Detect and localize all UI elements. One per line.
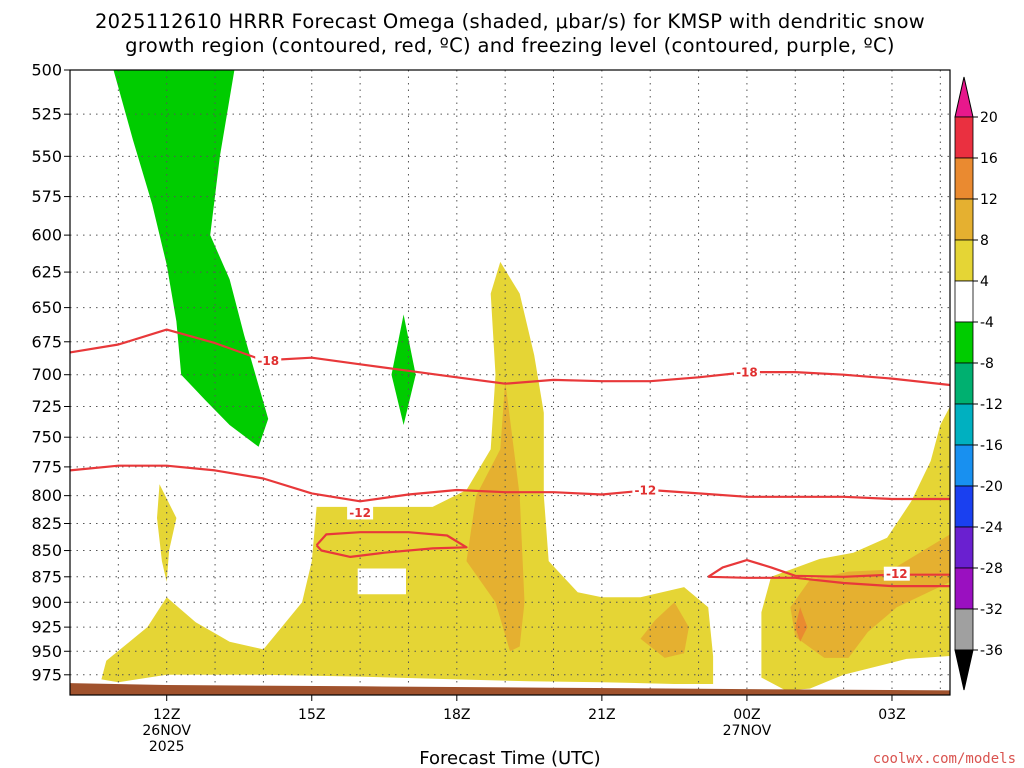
colorbar-swatch-8 <box>954 444 974 487</box>
colorbar-label-5: -4 <box>980 315 994 331</box>
colorbar-swatch-11 <box>954 567 974 610</box>
colorbar-swatch-12 <box>954 608 974 651</box>
colorbar-label-11: -28 <box>980 561 1003 577</box>
y-tick-label-950: 950 <box>31 642 62 661</box>
omega-region-5 <box>466 381 525 652</box>
omega-region-7 <box>790 534 950 658</box>
x-tick-label-5-0: 03Z <box>878 707 905 723</box>
colorbar-swatch-6 <box>954 362 974 405</box>
y-tick-label-825: 825 <box>31 514 62 533</box>
contour-label-3-0: -12 <box>886 567 908 581</box>
temperature-contours: -18 -18 -12 -12 -12 <box>69 328 951 588</box>
chart-title-line-1: 2025112610 HRRR Forecast Omega (shaded, … <box>95 10 925 33</box>
y-tick-label-925: 925 <box>31 618 62 637</box>
credit-text: coolwx.com/models <box>873 751 1016 767</box>
plot-area: -18 -18 -12 -12 -12 <box>69 69 951 696</box>
x-tick-label-4-1: 27NOV <box>723 723 772 739</box>
colorbar-swatch-1 <box>954 157 974 200</box>
colorbar-swatch-7 <box>954 403 974 446</box>
colorbar-label-9: -20 <box>980 479 1003 495</box>
y-tick-label-700: 700 <box>31 365 62 384</box>
colorbar-label-12: -32 <box>980 602 1003 618</box>
contour-line-0 <box>69 328 951 387</box>
y-tick-label-775: 775 <box>31 457 62 476</box>
contour-line-1 <box>69 464 950 503</box>
y-tick-label-725: 725 <box>31 397 62 416</box>
y-tick-label-550: 550 <box>31 147 62 166</box>
x-tick-label-0-0: 12Z <box>153 707 180 723</box>
y-tick-label-500: 500 <box>31 61 62 80</box>
colorbar-label-10: -24 <box>980 520 1003 536</box>
colorbar-swatch-4 <box>954 280 974 323</box>
y-tick-label-900: 900 <box>31 593 62 612</box>
contour-label-bg-1-1 <box>632 482 659 497</box>
omega-region-3 <box>101 261 714 684</box>
contour-label-1-1: -12 <box>635 483 657 497</box>
colorbar-swatch-10 <box>954 526 974 569</box>
omega-region-9 <box>357 568 406 595</box>
grid <box>70 69 950 695</box>
colorbar-swatch-3 <box>954 239 974 282</box>
contour-label-bg-3-0 <box>883 566 910 581</box>
y-tick-label-525: 525 <box>31 105 62 124</box>
y-tick-label-650: 650 <box>31 298 62 317</box>
colorbar-top-arrow <box>954 76 974 118</box>
colorbar-label-7: -12 <box>980 397 1003 413</box>
x-tick-label-0-2: 2025 <box>149 739 185 755</box>
omega-region-2 <box>157 484 177 582</box>
x-tick-label-3-0: 21Z <box>588 707 615 723</box>
x-axis-label: Forecast Time (UTC) <box>419 748 600 768</box>
x-tick-label-2-0: 18Z <box>443 707 470 723</box>
y-tick-label-675: 675 <box>31 332 62 351</box>
colorbar-label-2: 12 <box>980 192 998 208</box>
omega-shading <box>101 70 950 691</box>
colorbar-swatch-5 <box>954 321 974 364</box>
y-tick-label-575: 575 <box>31 187 62 206</box>
colorbar: 20 16 12 8 4 -4 -8 -12 -16 -20 -24 -28 -32 -36 <box>954 76 1003 691</box>
y-tick-label-600: 600 <box>31 226 62 245</box>
ground-surface <box>70 683 950 695</box>
omega-region-0 <box>113 70 269 447</box>
colorbar-swatch-2 <box>954 198 974 241</box>
contour-label-1-0: -12 <box>349 506 371 520</box>
colorbar-label-13: -36 <box>980 643 1003 659</box>
y-tick-label-800: 800 <box>31 486 62 505</box>
ground-layer <box>70 683 950 695</box>
chart-title-line-2: growth region (contoured, red, ºC) and f… <box>125 34 895 57</box>
colorbar-label-6: -8 <box>980 356 994 372</box>
colorbar-swatch-0 <box>954 116 974 159</box>
colorbar-label-3: 8 <box>980 233 989 249</box>
y-tick-label-625: 625 <box>31 263 62 282</box>
x-tick-label-1-0: 15Z <box>298 707 325 723</box>
y-tick-label-875: 875 <box>31 567 62 586</box>
y-tick-label-750: 750 <box>31 428 62 447</box>
y-axis-pressure: 500 525 550 575 600 625 650 675 700 725 750 775 800 8… <box>31 61 70 684</box>
omega-region-8 <box>795 607 808 642</box>
colorbar-swatch-9 <box>954 485 974 528</box>
colorbar-label-8: -16 <box>980 438 1003 454</box>
contour-line-2 <box>315 531 468 559</box>
colorbar-label-0: 20 <box>980 110 998 126</box>
y-tick-label-850: 850 <box>31 541 62 560</box>
y-tick-label-975: 975 <box>31 665 62 684</box>
colorbar-bottom-arrow <box>954 649 974 691</box>
contour-label-0-1: -18 <box>736 366 758 380</box>
contour-line-4 <box>708 575 950 588</box>
colorbar-label-4: 4 <box>980 274 989 290</box>
colorbar-label-1: 16 <box>980 151 998 167</box>
plot-frame <box>69 69 951 696</box>
contour-label-bg-0-0 <box>255 353 282 368</box>
omega-region-6 <box>640 602 689 658</box>
x-tick-label-4-0: 00Z <box>733 707 760 723</box>
contour-label-0-0: -18 <box>257 354 279 368</box>
contour-label-bg-0-1 <box>733 365 760 380</box>
x-tick-label-0-1: 26NOV <box>142 723 191 739</box>
contour-label-bg-1-0 <box>347 505 374 520</box>
